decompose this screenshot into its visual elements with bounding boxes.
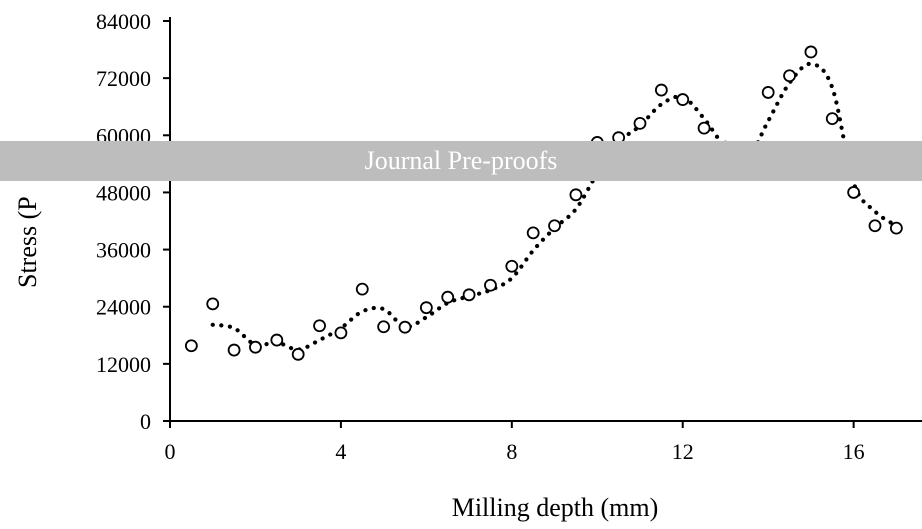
data-point bbox=[676, 93, 690, 106]
data-point bbox=[804, 45, 818, 59]
data-point bbox=[847, 186, 861, 199]
banner-text: Journal Pre-proofs bbox=[364, 146, 558, 175]
data-point bbox=[569, 188, 583, 202]
x-tick-label: 8 bbox=[506, 439, 517, 464]
data-point bbox=[184, 339, 198, 353]
y-tick-label: 0 bbox=[140, 409, 151, 434]
data-point bbox=[825, 112, 839, 126]
x-tick-label: 4 bbox=[335, 439, 346, 464]
y-tick-label: 72000 bbox=[96, 66, 151, 91]
data-point bbox=[889, 221, 903, 235]
data-point bbox=[334, 326, 348, 340]
x-axis-title: Milling depth (mm) bbox=[452, 493, 659, 522]
data-point bbox=[377, 320, 391, 334]
data-point bbox=[484, 278, 497, 292]
data-point bbox=[654, 83, 668, 97]
data-point bbox=[462, 288, 476, 302]
data-point bbox=[548, 219, 561, 233]
data-point bbox=[783, 69, 796, 83]
x-tick-label: 0 bbox=[165, 439, 176, 464]
x-tick-label: 16 bbox=[843, 439, 865, 464]
data-point bbox=[313, 319, 326, 333]
data-point bbox=[419, 301, 433, 315]
data-point bbox=[398, 320, 412, 334]
y-tick-label: 48000 bbox=[96, 180, 151, 205]
journal-pre-proofs-banner: Journal Pre-proofs bbox=[0, 141, 922, 181]
data-point bbox=[697, 121, 711, 135]
y-tick-label: 36000 bbox=[96, 238, 151, 263]
data-point bbox=[761, 86, 775, 99]
data-point bbox=[505, 259, 519, 273]
data-point bbox=[633, 116, 647, 130]
data-point bbox=[206, 297, 220, 311]
data-point bbox=[441, 290, 455, 304]
axes bbox=[169, 17, 922, 422]
data-point bbox=[868, 219, 882, 233]
y-tick-label: 12000 bbox=[96, 352, 151, 377]
x-tick-label: 12 bbox=[672, 439, 694, 464]
data-point bbox=[355, 282, 369, 296]
trend-dotted-line bbox=[210, 61, 899, 352]
data-point bbox=[249, 340, 262, 354]
trend-line-path bbox=[210, 61, 899, 352]
y-tick-label: 84000 bbox=[96, 9, 151, 34]
data-point bbox=[526, 226, 540, 240]
data-point bbox=[270, 333, 284, 347]
data-points bbox=[184, 45, 903, 361]
data-point bbox=[227, 343, 241, 357]
y-axis-title: Stress (P bbox=[13, 196, 42, 288]
data-point bbox=[291, 347, 305, 361]
y-tick-label: 24000 bbox=[96, 295, 151, 320]
